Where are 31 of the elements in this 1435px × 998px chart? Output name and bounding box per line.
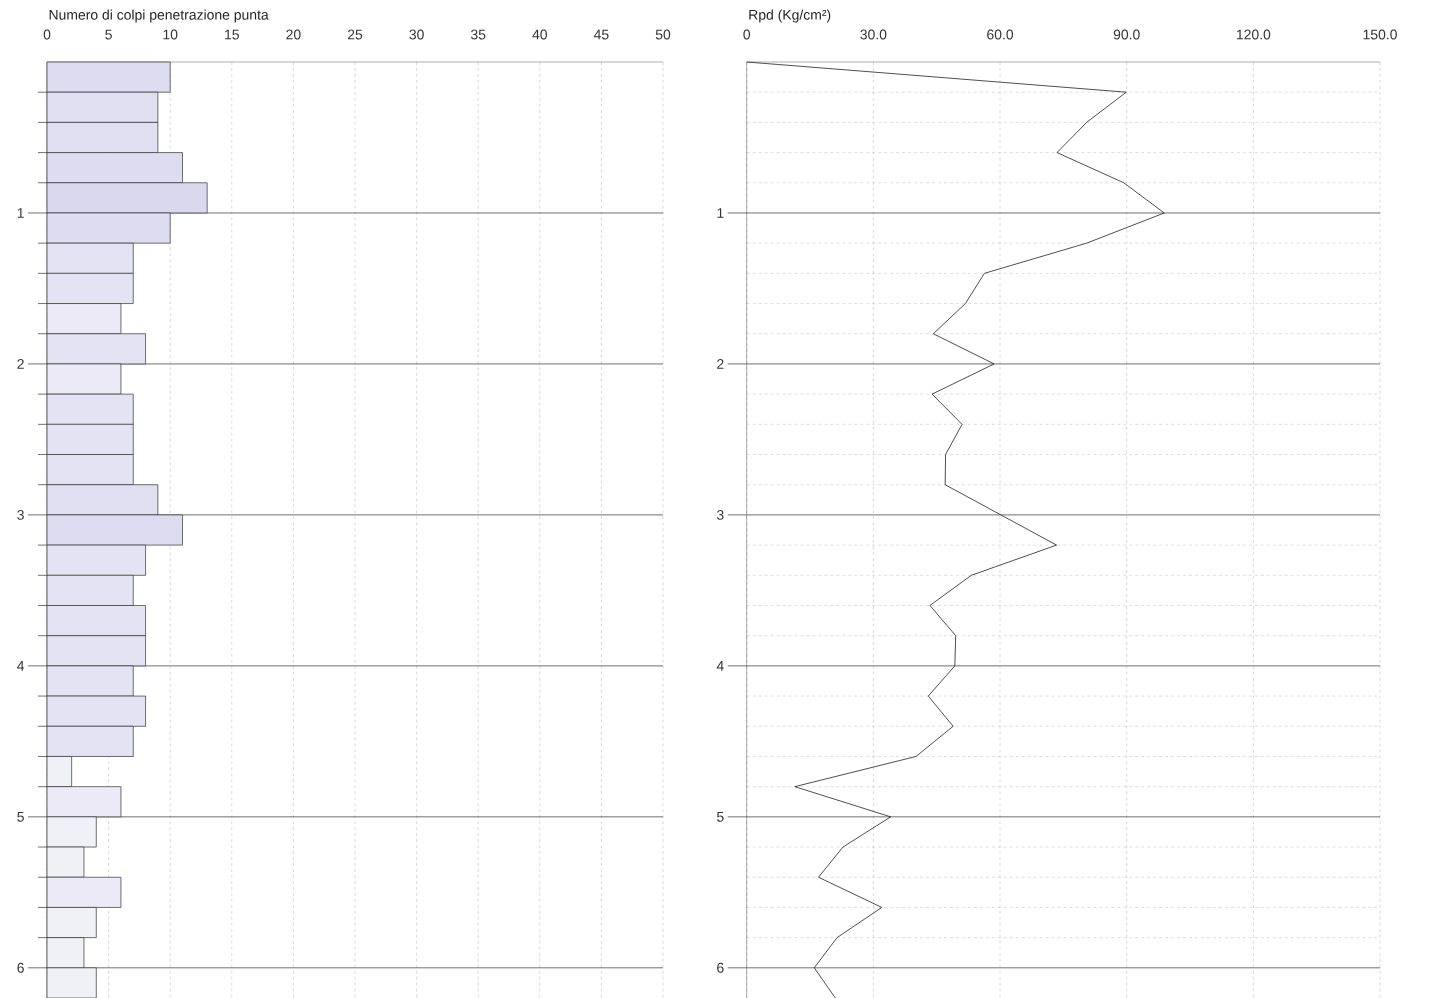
chart-title: Numero di colpi penetrazione punta <box>49 9 269 23</box>
x-tick-label: 45 <box>593 29 609 40</box>
chart-title: Rpd (Kg/cm²) <box>749 9 831 23</box>
y-tick-label: 2 <box>17 359 24 369</box>
y-tick-label: 2 <box>717 359 724 369</box>
y-tick-label: 3 <box>716 509 724 520</box>
x-tick-label: 20 <box>286 29 301 40</box>
y-tick-label: 1 <box>717 208 724 218</box>
x-tick-label: 90.0 <box>1113 29 1140 40</box>
x-tick-label: 50 <box>655 29 671 40</box>
x-tick-label: 35 <box>470 29 486 40</box>
x-tick-label: 120.0 <box>1236 29 1271 40</box>
x-tick-label: 60.0 <box>987 29 1014 40</box>
y-tick-label: 5 <box>17 811 24 822</box>
x-tick-label: 0 <box>743 29 751 40</box>
y-tick-label: 4 <box>716 661 724 671</box>
x-tick-label: 5 <box>105 29 112 40</box>
x-tick-label: 150.0 <box>1363 29 1397 40</box>
y-tick-label: 5 <box>717 811 724 822</box>
x-tick-label: 15 <box>225 29 239 40</box>
x-tick-label: 25 <box>347 29 363 40</box>
y-tick-label: 1 <box>17 208 24 218</box>
x-tick-label: 30 <box>409 29 424 40</box>
x-tick-label: 0 <box>43 29 51 40</box>
y-tick-label: 6 <box>17 962 24 973</box>
y-tick-label: 3 <box>17 509 24 520</box>
y-tick-label: 4 <box>17 661 25 671</box>
y-tick-label: 6 <box>717 962 724 973</box>
x-tick-label: 30.0 <box>860 29 887 40</box>
x-tick-label: 10 <box>163 29 178 40</box>
x-tick-label: 40 <box>532 29 548 40</box>
